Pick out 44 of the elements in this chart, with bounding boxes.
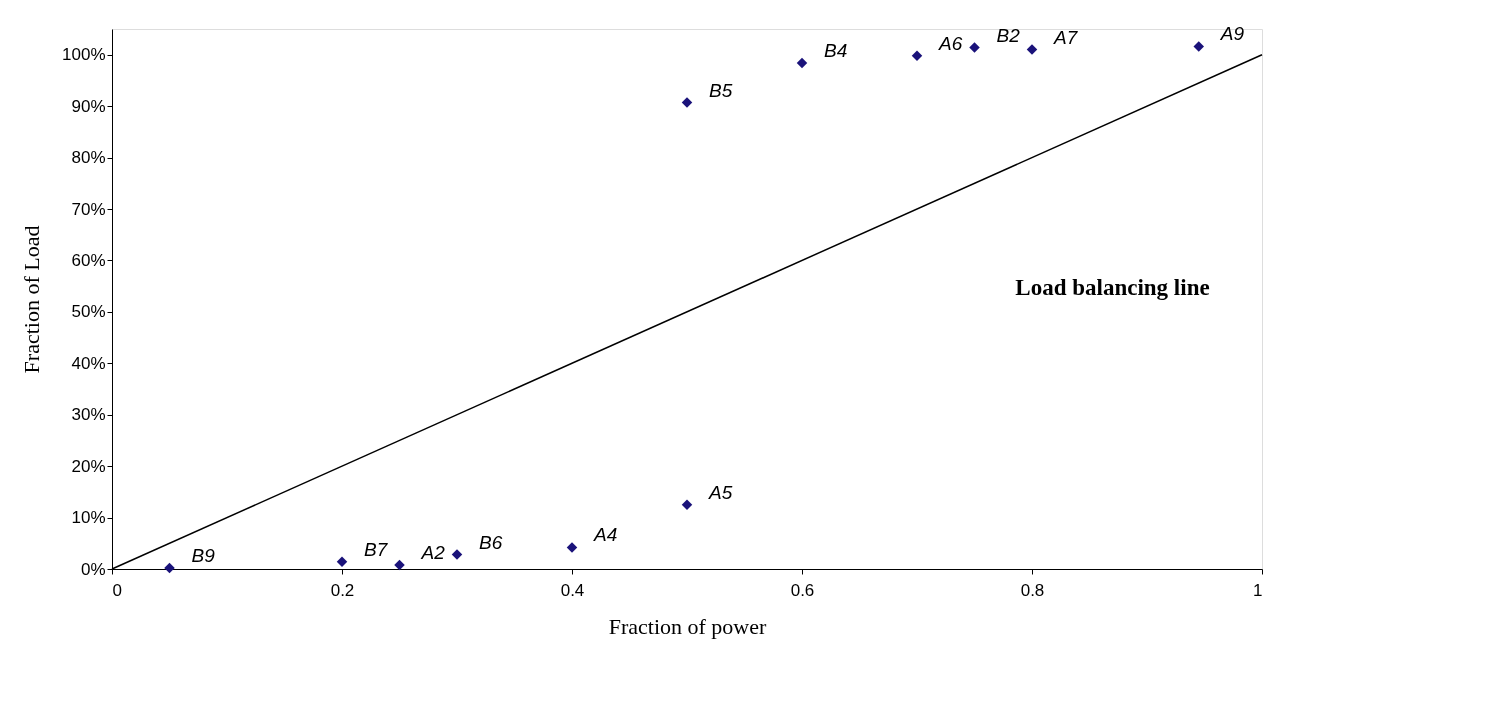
y-tick-label: 20% [71,456,106,476]
data-label: B7 [364,538,389,560]
y-tick-label: 80% [71,148,106,168]
x-tick-label: 0.4 [560,580,585,600]
y-tick-label: 10% [71,508,106,528]
point [681,499,693,510]
x-axis-title: Fraction of power [608,613,767,639]
point [1193,41,1204,52]
y-tick-label: 70% [71,199,106,219]
data-label: A7 [1053,26,1079,48]
point [451,549,463,560]
point [164,562,175,574]
point [681,97,693,108]
x-tick-label: 0.2 [330,580,355,600]
data-label: B4 [824,39,848,61]
data-label: B9 [191,544,216,566]
point [969,42,980,53]
data-label: B5 [709,79,733,101]
point [566,542,578,553]
point [336,556,348,568]
data-label: A9 [1219,23,1245,45]
y-tick-label: 90% [71,96,106,116]
data-label: B6 [479,531,503,553]
data-label: A6 [938,32,963,54]
data-label: A4 [593,524,618,546]
data-label: A5 [708,481,733,503]
y-tick-label: 60% [71,250,106,270]
point [1026,44,1038,55]
x-tick-label: 0 [112,580,122,600]
y-tick-label: 0% [80,559,106,579]
data-label: B2 [996,24,1021,46]
x-tick-label: 1 [1253,580,1263,600]
point [911,50,923,61]
y-axis-title: Fraction of Load [19,225,45,374]
x-tick-label: 0.8 [1020,580,1045,600]
x-tick-label: 0.6 [790,580,815,600]
y-tick-label: 40% [71,353,106,373]
data-label: A2 [420,541,446,563]
y-tick-label: 100% [62,45,106,65]
point [394,559,405,571]
y-tick-label: 30% [71,405,106,425]
point [796,57,808,69]
y-tick-label: 50% [71,302,106,322]
annotation: Load balancing line [1015,275,1210,301]
